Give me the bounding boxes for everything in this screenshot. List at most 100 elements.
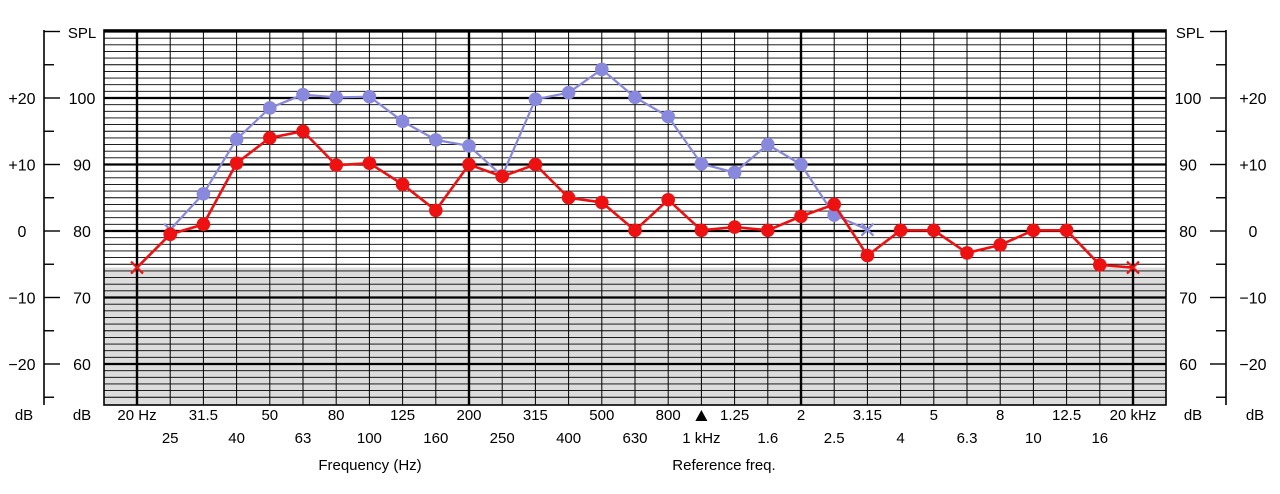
x-tick-label: 4 [896,430,904,447]
x-tick-label: 63 [295,430,312,447]
series-point [761,137,775,152]
series-end-marker [130,260,144,275]
spl-title-right: SPL [1176,25,1204,42]
series-point [1026,223,1041,238]
x-tick-label: 12.5 [1052,407,1081,424]
spl-tick-label-left: 100 [69,91,96,108]
series-point [296,124,310,139]
x-tick-label: 40 [228,430,245,447]
series-point [528,157,543,172]
series-end-marker [1126,260,1140,275]
db-unit-label: dB [1246,407,1264,424]
x-tick-label: 250 [490,430,515,447]
x-tick-label: 10 [1025,430,1042,447]
reference-freq-label: Reference freq. [672,457,775,474]
x-tick-label: 8 [996,407,1004,424]
db-tick-label-right: +20 [1239,91,1266,108]
spl-tick-label-right: 60 [1179,357,1197,374]
x-tick-label: 20 Hz [117,407,156,424]
reference-marker [695,410,708,421]
series-point [362,89,377,104]
series-point [694,223,709,238]
series-point [1093,258,1107,272]
x-tick-label: 125 [390,407,415,424]
spl-tick-label-left: 80 [73,224,91,241]
series-point [927,223,941,238]
series-point [196,217,211,232]
series-point [395,114,410,129]
x-tick-label: 20 kHz [1110,407,1157,424]
series-point [827,197,841,212]
db-tick-label-left: +10 [8,158,35,175]
series-point [196,186,211,201]
series-point [893,223,908,238]
series-line [169,68,868,231]
series-point [794,209,808,224]
series-point [329,90,344,105]
series-point [263,131,277,145]
series-point [561,190,576,205]
series-point [429,133,443,147]
x-tick-label: 50 [261,407,278,424]
series-point [595,62,609,77]
db-tick-label-left: −10 [8,291,35,308]
series-point [860,248,875,263]
series-point [362,156,377,170]
x-tick-label: 500 [589,407,614,424]
db-tick-label-left: 0 [18,224,27,241]
spl-tick-label-right: 80 [1179,224,1197,241]
spl-tick-label-left: 60 [73,357,91,374]
x-tick-label: 2.5 [824,430,845,447]
x-tick-label: 1 kHz [682,430,720,447]
series-point [163,227,177,242]
series-point [462,139,476,153]
x-axis-title: Frequency (Hz) [318,457,421,474]
series-1 [130,124,1140,275]
x-tick-label: 3.15 [853,407,882,424]
spl-title-left: SPL [68,25,96,42]
series-point [993,238,1007,252]
x-tick-label: 630 [622,430,647,447]
plot-frame [103,29,1167,406]
x-tick-label: 16 [1091,430,1108,447]
series-point [661,109,675,124]
db-unit-label: dB [15,407,33,424]
db-tick-label-left: −20 [8,357,35,374]
db-tick-label-right: 0 [1249,224,1258,241]
db-tick-label-left: +20 [8,91,35,108]
series-point [528,92,543,107]
series-point [263,101,277,115]
spl-tick-label-left: 70 [73,291,91,308]
x-tick-label: 80 [328,407,345,424]
spl-tick-label-left: 90 [73,158,91,175]
series-point [495,169,510,184]
db-tick-label-right: +10 [1239,158,1266,175]
db-unit-label: dB [73,407,91,424]
x-tick-label: 100 [357,430,382,447]
series-point [561,85,576,100]
series-point [727,220,742,234]
series-point [694,157,709,171]
db-tick-label-right: −20 [1239,357,1266,374]
x-tick-label: 6.3 [957,430,978,447]
x-tick-label: 5 [930,407,938,424]
db-tick-label-right: −10 [1239,291,1266,308]
x-tick-label: 400 [556,430,581,447]
series-point [462,157,476,172]
x-tick-label: 1.25 [720,407,749,424]
x-tick-label: 315 [523,407,548,424]
x-tick-label: 1.6 [757,430,778,447]
series-point [661,192,675,207]
x-tick-label: 160 [423,430,448,447]
series-point [429,203,443,218]
spl-tick-label-right: 70 [1179,291,1197,308]
series-end-marker [860,222,875,237]
db-unit-label: dB [1184,407,1202,424]
end-marker-stroke [860,222,875,237]
grid-vertical [135,30,1135,405]
spl-tick-label-right: 100 [1175,91,1202,108]
series-point [296,87,310,102]
series-point [1059,223,1074,238]
series-point [395,177,410,192]
